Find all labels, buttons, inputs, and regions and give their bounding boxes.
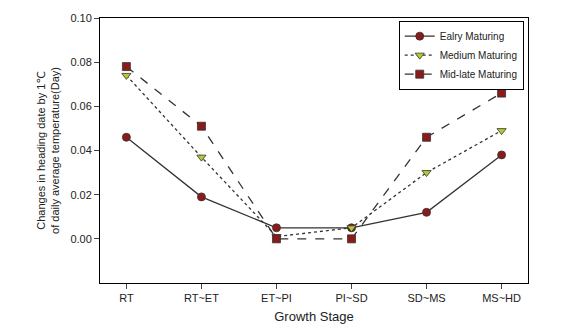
svg-text:Mid-late Maturing: Mid-late Maturing xyxy=(440,69,517,80)
svg-text:SD~MS: SD~MS xyxy=(407,292,445,304)
svg-text:0.08: 0.08 xyxy=(70,56,91,68)
svg-text:Growth Stage: Growth Stage xyxy=(274,309,354,324)
svg-text:0.00: 0.00 xyxy=(70,233,91,245)
svg-text:MS~HD: MS~HD xyxy=(482,292,521,304)
svg-text:0.02: 0.02 xyxy=(70,189,91,201)
svg-text:PI~SD: PI~SD xyxy=(335,292,367,304)
svg-text:0.10: 0.10 xyxy=(70,12,91,24)
svg-text:Ealry Maturing: Ealry Maturing xyxy=(440,31,504,42)
svg-text:0.04: 0.04 xyxy=(70,144,91,156)
svg-text:Changes in heading date by 1℃o: Changes in heading date by 1℃of daily av… xyxy=(35,67,61,234)
svg-text:RT: RT xyxy=(119,292,134,304)
svg-text:Medium Maturing: Medium Maturing xyxy=(440,50,517,61)
svg-text:ET~PI: ET~PI xyxy=(261,292,292,304)
svg-text:RT~ET: RT~ET xyxy=(184,292,219,304)
svg-text:0.06: 0.06 xyxy=(70,100,91,112)
